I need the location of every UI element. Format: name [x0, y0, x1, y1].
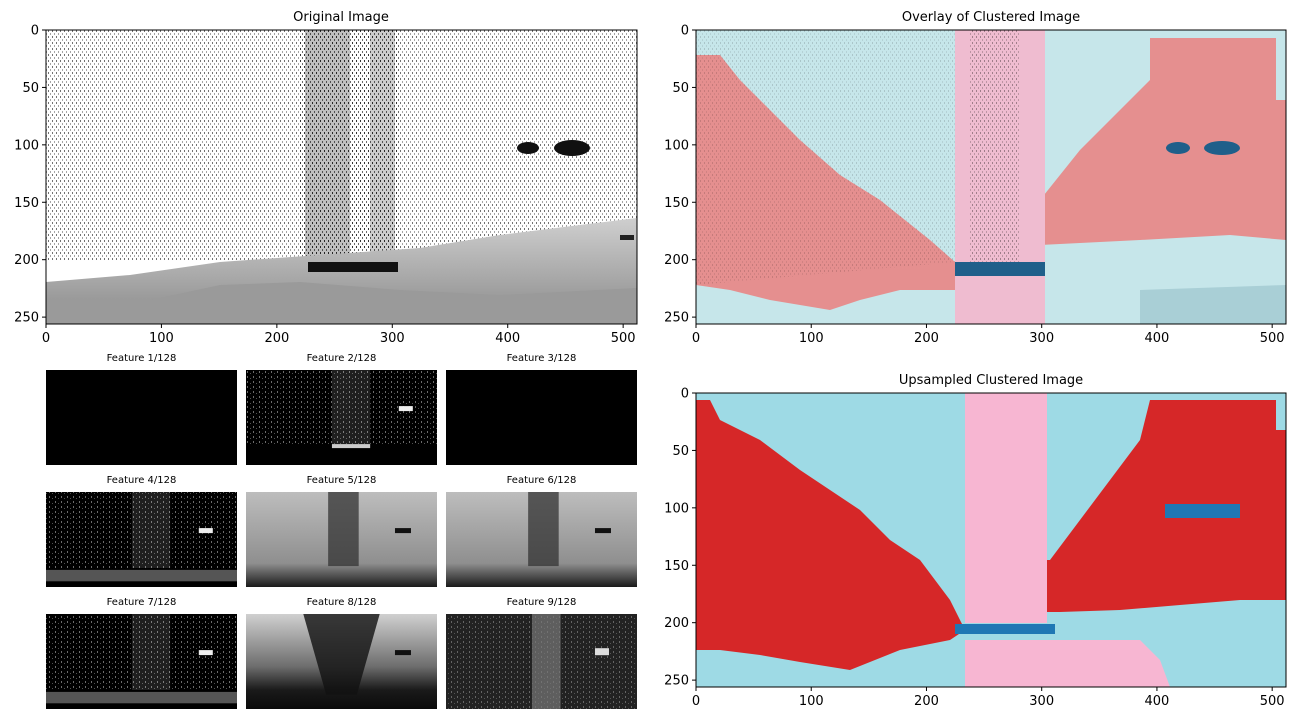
- overlay-x-axis: 0 100 200 300 400 500: [692, 29, 1287, 346]
- y-tick-label: 50: [672, 444, 689, 459]
- feature-grid: Feature 1/128 Feature 2/128 Feature 3/128 F…: [46, 353, 637, 709]
- x-tick-label: 400: [1145, 694, 1170, 709]
- y-tick-label: 250: [664, 674, 689, 689]
- cluster-pink-column: [965, 393, 1047, 623]
- y-tick-label: 200: [664, 616, 689, 631]
- feature-panel-4: Feature 4/128: [46, 475, 237, 587]
- feature-title: Feature 2/128: [307, 353, 377, 364]
- feature-panel-9: Feature 9/128: [446, 597, 637, 709]
- y-tick-label: 250: [664, 311, 689, 326]
- upsampled-image: [696, 393, 1286, 687]
- x-tick-label: 200: [914, 331, 939, 346]
- x-tick-label: 0: [42, 331, 50, 346]
- upsampled-title: Upsampled Clustered Image: [899, 373, 1083, 388]
- feature-title: Feature 4/128: [107, 475, 177, 486]
- y-tick-label: 0: [681, 387, 689, 402]
- x-tick-label: 300: [1029, 331, 1054, 346]
- feature-panel-3: Feature 3/128: [446, 353, 637, 465]
- feature-panel-1: Feature 1/128: [46, 353, 237, 465]
- y-tick-label: 100: [664, 501, 689, 516]
- x-tick-label: 400: [495, 331, 520, 346]
- feature-panel-7: Feature 7/128: [46, 597, 237, 709]
- feature-panel-5: Feature 5/128: [246, 475, 437, 587]
- x-tick-label: 0: [692, 694, 700, 709]
- feature-image: [46, 370, 237, 465]
- x-tick-label: 500: [1260, 694, 1285, 709]
- x-tick-label: 300: [1029, 694, 1054, 709]
- overlay-y-axis: 0 50 100 150 200 250: [664, 24, 696, 326]
- original-y-axis: 0 50 100 150 200 250: [14, 24, 46, 326]
- feature-title: Feature 8/128: [307, 597, 377, 608]
- y-tick-label: 100: [14, 138, 39, 153]
- overlay-image: [696, 30, 1286, 324]
- cluster-red-left: [696, 400, 965, 670]
- feature-panel-6: Feature 6/128: [446, 475, 637, 587]
- y-tick-label: 50: [672, 81, 689, 96]
- original-title: Original Image: [293, 10, 389, 25]
- upsampled-x-axis: 0 100 200 300 400 500: [692, 392, 1287, 709]
- feature-title: Feature 7/128: [107, 597, 177, 608]
- x-tick-label: 500: [611, 331, 636, 346]
- upsampled-panel: Upsampled Clustered Image 0 100 200 300 400 5…: [664, 373, 1287, 709]
- y-tick-label: 0: [681, 24, 689, 39]
- axes-frame: [695, 29, 1287, 325]
- feature-title: Feature 9/128: [507, 597, 577, 608]
- overlay-title: Overlay of Clustered Image: [902, 10, 1080, 25]
- x-tick-label: 100: [149, 331, 174, 346]
- feature-panel-8: Feature 8/128: [246, 597, 437, 709]
- y-tick-label: 0: [31, 24, 39, 39]
- cluster-blue-strip: [955, 624, 1055, 634]
- feature-title: Feature 1/128: [107, 353, 177, 364]
- original-image: [46, 30, 637, 324]
- y-tick-label: 150: [664, 559, 689, 574]
- y-tick-label: 250: [14, 311, 39, 326]
- cluster-blue-blob: [1165, 504, 1240, 518]
- feature-panel-2: Feature 2/128: [246, 353, 437, 465]
- x-tick-label: 300: [380, 331, 405, 346]
- cluster-pink-bottom: [965, 640, 1170, 687]
- x-tick-label: 400: [1145, 331, 1170, 346]
- x-tick-label: 200: [914, 694, 939, 709]
- x-tick-label: 100: [799, 694, 824, 709]
- y-tick-label: 50: [22, 81, 39, 96]
- y-tick-label: 200: [664, 253, 689, 268]
- y-tick-label: 150: [14, 196, 39, 211]
- feature-image: [446, 370, 637, 465]
- feature-title: Feature 3/128: [507, 353, 577, 364]
- upsampled-y-axis: 0 50 100 150 200 250: [664, 387, 696, 689]
- x-tick-label: 500: [1260, 331, 1285, 346]
- feature-title: Feature 6/128: [507, 475, 577, 486]
- feature-title: Feature 5/128: [307, 475, 377, 486]
- x-tick-label: 100: [799, 331, 824, 346]
- original-x-axis: 0 100 200 300 400 500: [42, 29, 638, 346]
- original-panel: Original Image 0 100 200 300 400 500 0 50 100 15…: [14, 10, 638, 346]
- y-tick-label: 200: [14, 253, 39, 268]
- axes-frame: [695, 392, 1287, 688]
- overlay-panel: Overlay of Clustered Image 0 100 200 300 400…: [664, 10, 1287, 346]
- y-tick-label: 150: [664, 196, 689, 211]
- x-tick-label: 200: [264, 331, 289, 346]
- axes-frame: [45, 29, 638, 325]
- x-tick-label: 0: [692, 331, 700, 346]
- y-tick-label: 100: [664, 138, 689, 153]
